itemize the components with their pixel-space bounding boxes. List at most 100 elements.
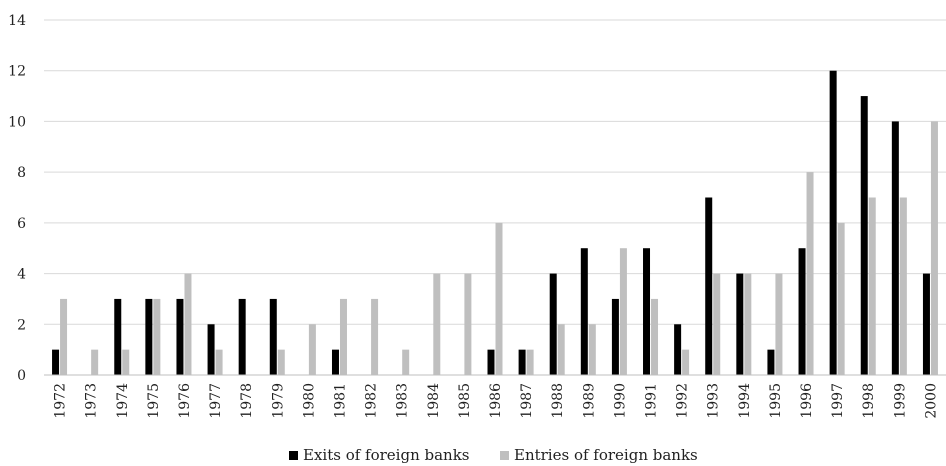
- bar-exits-1993: [705, 197, 713, 375]
- bar-entries-1982: [371, 298, 379, 375]
- bar-entries-1976: [184, 273, 192, 375]
- legend-swatch-entries: [500, 451, 509, 460]
- legend: Exits of foreign banks Entries of foreig…: [289, 446, 698, 464]
- x-tick-label: 1994: [737, 383, 753, 419]
- bar-entries-1984: [433, 273, 441, 375]
- bar-entries-1996: [806, 172, 814, 375]
- x-tick-label: 1980: [301, 383, 317, 419]
- x-tick-label: 1985: [457, 383, 473, 419]
- bar-exits-1991: [643, 248, 651, 375]
- x-tick-label: 1982: [364, 383, 380, 419]
- bar-entries-1997: [837, 222, 845, 375]
- bar-exits-1976: [176, 298, 184, 375]
- bar-exits-2000: [922, 273, 930, 375]
- x-tick-label: 1972: [53, 383, 69, 419]
- x-tick-label: 1997: [830, 383, 846, 419]
- bar-entries-1985: [464, 273, 472, 375]
- x-tick-label: 1983: [395, 383, 411, 419]
- x-tick-label: 1984: [426, 383, 442, 419]
- bar-exits-1987: [518, 349, 526, 375]
- bar-exits-1972: [52, 349, 60, 375]
- bar-exits-1975: [145, 298, 153, 375]
- x-tick-label: 1975: [146, 383, 162, 419]
- y-tick-label: 0: [17, 368, 26, 384]
- x-tick-label: 1988: [550, 383, 566, 419]
- bar-exits-1988: [549, 273, 557, 375]
- bar-entries-1989: [588, 324, 596, 375]
- bar-exits-1998: [860, 96, 868, 376]
- bar-exits-1994: [736, 273, 744, 375]
- legend-label-exits: Exits of foreign banks: [303, 446, 470, 464]
- x-tick-label: 1995: [768, 383, 784, 419]
- legend-label-entries: Entries of foreign banks: [514, 446, 698, 464]
- legend-item-exits: Exits of foreign banks: [289, 446, 470, 464]
- x-tick-label: 1987: [519, 383, 535, 419]
- x-tick-label: 1992: [675, 383, 691, 419]
- bar-exits-1996: [798, 248, 806, 375]
- bar-entries-1983: [402, 349, 410, 375]
- y-tick-label: 14: [8, 13, 26, 29]
- y-tick-label: 4: [17, 267, 26, 283]
- x-tick-label: 1990: [612, 383, 628, 419]
- x-tick-label: 1993: [706, 383, 722, 419]
- bar-exits-1977: [207, 324, 215, 375]
- bar-exits-1999: [891, 121, 899, 375]
- x-tick-label: 1986: [488, 383, 504, 419]
- x-tick-label: 1981: [332, 383, 348, 419]
- gridlines: [44, 19, 946, 325]
- bar-entries-1990: [619, 248, 627, 375]
- bar-exits-1995: [767, 349, 775, 375]
- bar-entries-1973: [91, 349, 99, 375]
- x-tick-label: 1991: [644, 383, 660, 419]
- bar-entries-1974: [122, 349, 130, 375]
- y-tick-label: 2: [17, 317, 26, 333]
- bar-entries-1975: [153, 298, 161, 375]
- y-tick-label: 10: [8, 114, 26, 130]
- bar-entries-1981: [339, 298, 347, 375]
- x-tick-label: 1974: [115, 383, 131, 419]
- bar-entries-1991: [651, 298, 659, 375]
- bar-exits-1992: [674, 324, 682, 375]
- bar-entries-1980: [308, 324, 316, 375]
- y-tick-label: 12: [8, 64, 26, 80]
- bar-entries-2000: [930, 121, 938, 375]
- bar-exits-1978: [238, 298, 246, 375]
- bar-entries-1993: [713, 273, 721, 375]
- x-tick-label: 1973: [84, 383, 100, 419]
- bar-exits-1997: [829, 70, 837, 375]
- y-tick-label: 6: [17, 216, 26, 232]
- bar-exits-1974: [114, 298, 122, 375]
- x-tick-label: 1999: [892, 383, 908, 419]
- x-tick-label: 1978: [239, 383, 255, 419]
- bar-entries-1995: [775, 273, 783, 375]
- x-tick-label: 1976: [177, 383, 193, 419]
- legend-swatch-exits: [289, 451, 298, 460]
- bar-entries-1986: [495, 222, 503, 375]
- bar-entries-1988: [557, 324, 565, 375]
- x-tick-label: 1977: [208, 383, 224, 419]
- bar-entries-1998: [868, 197, 876, 375]
- bar-exits-1981: [331, 349, 339, 375]
- x-tick-label: 1996: [799, 383, 815, 419]
- bar-entries-1992: [682, 349, 690, 375]
- bar-entries-1972: [60, 298, 68, 375]
- bar-entries-1977: [215, 349, 223, 375]
- x-tick-label: 1989: [581, 383, 597, 419]
- bar-entries-1994: [744, 273, 752, 375]
- x-tick-label: 1979: [270, 383, 286, 419]
- y-axis-tick-labels: 0 2 4 6 8 10 12 14: [8, 13, 26, 384]
- x-tick-label: 2000: [923, 383, 939, 419]
- legend-item-entries: Entries of foreign banks: [500, 446, 698, 464]
- bars: [52, 70, 938, 376]
- bar-exits-1979: [269, 298, 277, 375]
- bar-entries-1979: [277, 349, 285, 375]
- bar-exits-1986: [487, 349, 495, 375]
- y-tick-label: 8: [17, 165, 26, 181]
- bar-entries-1987: [526, 349, 534, 375]
- bar-exits-1990: [611, 298, 619, 375]
- x-tick-label: 1998: [861, 383, 877, 419]
- bar-exits-1989: [580, 248, 588, 375]
- bar-entries-1999: [899, 197, 907, 375]
- x-axis-tick-labels: 1972 1973 1974 1975 1976 1977 1978 1979 1980 1981…: [53, 383, 940, 419]
